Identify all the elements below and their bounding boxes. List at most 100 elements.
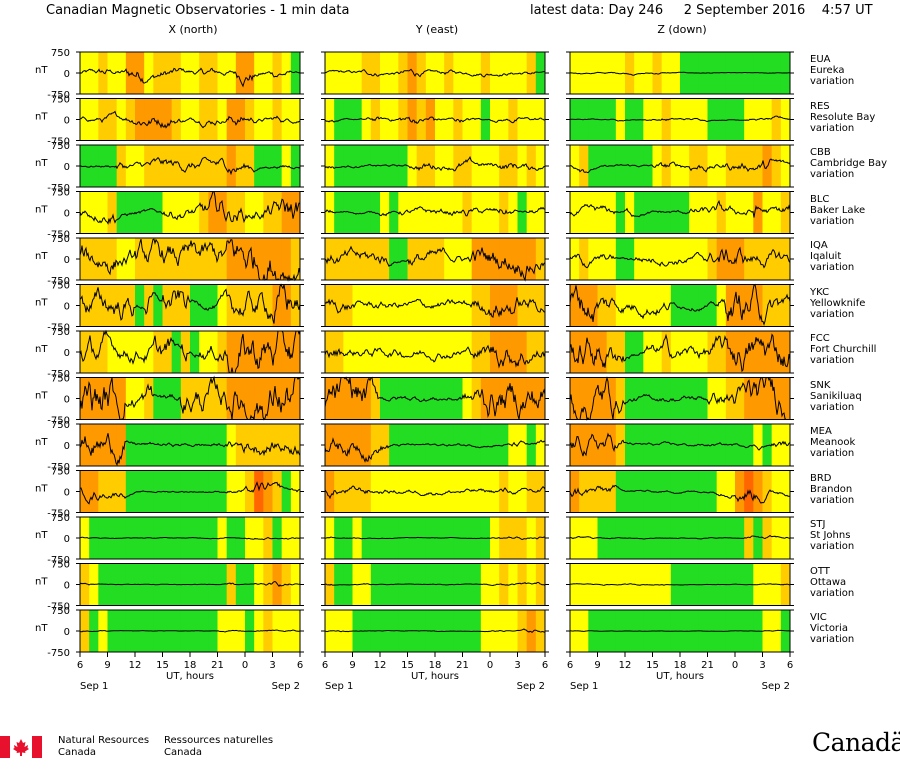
- activity-block-active: [735, 377, 745, 420]
- activity-block-unsettled: [125, 238, 136, 280]
- activity-block-unsettled: [652, 284, 663, 327]
- variation-trace-blc: [79, 191, 301, 225]
- activity-block-unsettled: [725, 470, 736, 513]
- activity-block-active: [171, 98, 182, 141]
- variation-trace-stj: [324, 536, 546, 541]
- activity-block-active: [480, 284, 491, 327]
- activity-block-unsettled: [416, 284, 427, 327]
- activity-block-unsettled: [462, 98, 473, 141]
- activity-block-active: [744, 145, 754, 187]
- activity-block-quiet: [680, 377, 690, 420]
- activity-block-active: [281, 424, 292, 466]
- activity-block-storm: [744, 377, 754, 420]
- activity-block-storm: [343, 424, 353, 466]
- activity-block-active: [526, 284, 537, 327]
- activity-block-active: [80, 563, 90, 606]
- activity-block-quiet: [254, 145, 264, 187]
- activity-block-quiet: [652, 377, 663, 420]
- activity-block-unsettled: [535, 145, 546, 187]
- activity-block-quiet: [135, 424, 145, 466]
- activity-block-active: [535, 517, 546, 559]
- activity-block-unsettled: [689, 191, 699, 234]
- y-tick-label: 750: [51, 141, 70, 152]
- activity-block-unsettled: [389, 98, 399, 141]
- observatory-name: St Johns: [810, 530, 851, 541]
- activity-block-active: [480, 52, 491, 94]
- activity-block-storm: [407, 98, 418, 141]
- activity-block-storm: [597, 331, 608, 373]
- activity-block-storm: [226, 145, 237, 187]
- x-tick-label: 15: [156, 660, 169, 671]
- activity-block-unsettled: [162, 191, 173, 234]
- activity-block-unsettled: [343, 52, 353, 94]
- activity-block-active: [425, 238, 436, 280]
- activity-block-storm: [245, 238, 255, 280]
- activity-block-unsettled: [670, 331, 681, 373]
- observatory-label-vic: VIC Victoria variation: [810, 612, 854, 645]
- activity-block-active: [780, 238, 791, 280]
- activity-block-storm: [290, 191, 301, 234]
- activity-block-unsettled: [652, 98, 663, 141]
- activity-block-storm: [499, 377, 509, 420]
- activity-block-active: [125, 284, 136, 327]
- column-title-z: Z (down): [657, 23, 707, 36]
- activity-block-quiet: [517, 191, 528, 234]
- x-tick-label: 21: [211, 660, 224, 671]
- activity-block-quiet: [670, 191, 681, 234]
- activity-block-active: [370, 52, 381, 94]
- x-tick-label: 15: [401, 660, 414, 671]
- activity-block-unsettled: [615, 284, 626, 327]
- activity-block-storm: [744, 284, 754, 327]
- activity-block-storm: [226, 331, 237, 373]
- activity-block-quiet: [352, 145, 363, 187]
- nrcan-english-line2: Canada: [58, 747, 97, 758]
- activity-block-storm: [226, 98, 237, 141]
- activity-block-storm: [235, 377, 246, 420]
- activity-block-active: [380, 424, 390, 466]
- activity-block-unsettled: [716, 145, 727, 187]
- activity-block-storm: [217, 191, 228, 234]
- activity-block-active: [208, 52, 218, 94]
- activity-block-unsettled: [535, 98, 546, 141]
- activity-block-unsettled: [325, 191, 335, 234]
- activity-block-active: [407, 238, 418, 280]
- x-tick-label: 18: [674, 660, 687, 671]
- activity-block-storm: [144, 98, 154, 141]
- activity-block-active: [162, 331, 173, 373]
- activity-block-unsettled: [190, 52, 200, 94]
- activity-block-active: [80, 331, 90, 373]
- observatory-label: variation: [810, 541, 855, 552]
- activity-block-storm: [508, 331, 518, 373]
- x-tick-label: 6: [322, 660, 328, 671]
- activity-block-active: [199, 238, 209, 280]
- variation-trace-ott: [569, 583, 791, 586]
- y-unit-label: nT: [35, 158, 48, 169]
- activity-block-active: [517, 284, 528, 327]
- activity-block-unsettled: [652, 238, 663, 280]
- activity-block-quiet: [135, 284, 145, 327]
- y-tick-label: 750: [51, 234, 70, 245]
- y-tick-label: 0: [64, 302, 70, 313]
- activity-block-active: [208, 145, 218, 187]
- variation-trace-blc: [569, 199, 791, 218]
- activity-block-unsettled: [444, 284, 454, 327]
- activity-block-active: [98, 238, 108, 280]
- activity-block-unsettled: [716, 284, 727, 327]
- activity-block-active: [235, 145, 246, 187]
- y-tick-label: -750: [47, 416, 70, 427]
- activity-block-unsettled: [398, 191, 408, 234]
- activity-block-unsettled: [398, 331, 408, 373]
- activity-block-unsettled: [245, 191, 255, 234]
- observatory-label-iqa: IQA Iqaluit variation: [810, 240, 854, 273]
- variation-trace-eua: [324, 68, 546, 78]
- activity-block-storm: [125, 52, 136, 94]
- activity-block-active: [689, 145, 699, 187]
- activity-block-storm: [579, 377, 589, 420]
- activity-block-unsettled: [453, 284, 463, 327]
- activity-block-unsettled: [526, 191, 537, 234]
- activity-block-active: [480, 331, 491, 373]
- activity-block-storm: [162, 98, 173, 141]
- activity-block-quiet: [680, 284, 690, 327]
- activity-block-storm: [725, 284, 736, 327]
- activity-block-storm: [263, 377, 273, 420]
